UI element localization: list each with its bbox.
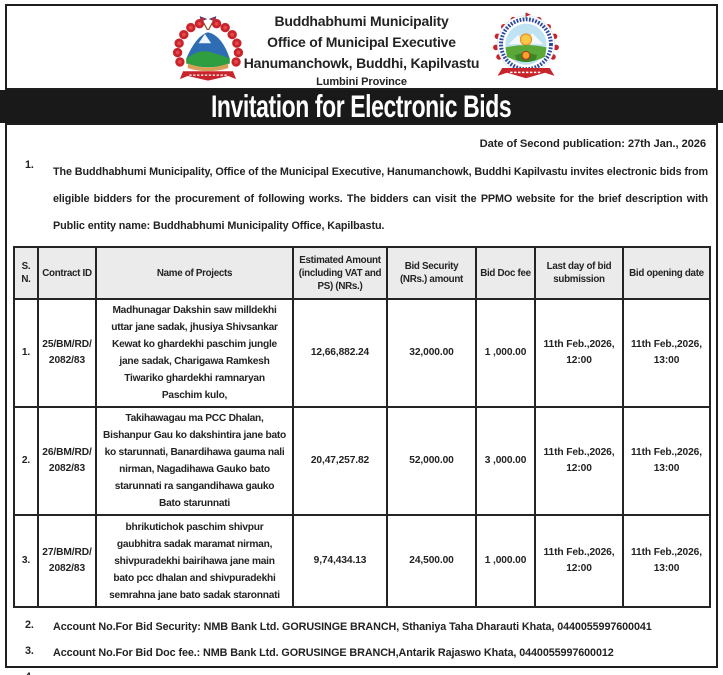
org-office: Office of Municipal Executive bbox=[267, 34, 456, 50]
note-holiday-rule: 4. If the last date of purchasing and /o… bbox=[13, 671, 710, 675]
publication-date: Date of Second publication: 27th Jan., 2… bbox=[479, 138, 706, 150]
cell-sn: 1. bbox=[13, 298, 39, 408]
document-header: Buddhabhumi Municipality Office of Munic… bbox=[5, 4, 718, 90]
cell-contract-id: 26/BM/RD/ 2082/83 bbox=[37, 406, 97, 516]
cell-bid-security: 24,500.00 bbox=[386, 514, 477, 608]
org-name: Buddhabhumi Municipality bbox=[274, 13, 449, 29]
col-header-last-day: Last day of bid submission bbox=[534, 246, 624, 300]
cell-last-day: 11th Feb.,2026, 12:00 bbox=[534, 406, 624, 516]
page-title: Invitation for Electronic Bids bbox=[211, 90, 512, 123]
cell-project-name: bhrikutichok paschim shivpur gaubhitra s… bbox=[95, 514, 294, 608]
cell-bid-security: 52,000.00 bbox=[386, 406, 477, 516]
cell-last-day: 11th Feb.,2026, 12:00 bbox=[534, 298, 624, 408]
cell-opening-date: 11th Feb.,2026, 13:00 bbox=[622, 406, 711, 516]
col-header-project-name: Name of Projects bbox=[95, 246, 294, 300]
cell-contract-id: 25/BM/RD/ 2082/83 bbox=[37, 298, 97, 408]
intro-number: 1. bbox=[25, 159, 34, 171]
title-banner: Invitation for Electronic Bids bbox=[0, 90, 723, 123]
cell-opening-date: 11th Feb.,2026, 13:00 bbox=[622, 514, 711, 608]
col-header-opening-date: Bid opening date bbox=[622, 246, 711, 300]
col-header-contract-id: Contract ID bbox=[37, 246, 97, 300]
nepal-emblem-logo bbox=[169, 13, 247, 94]
cell-bid-doc-fee: 1 ,000.00 bbox=[475, 298, 536, 408]
cell-bid-doc-fee: 3 ,000.00 bbox=[475, 406, 536, 516]
cell-estimated-amount: 12,66,882.24 bbox=[292, 298, 388, 408]
municipality-logo bbox=[486, 11, 566, 92]
document-body: Date of Second publication: 27th Jan., 2… bbox=[5, 123, 718, 675]
col-header-estimated-amount: Estimated Amount (including VAT and PS) … bbox=[292, 246, 388, 300]
table-row: 2. 26/BM/RD/ 2082/83 Takihawagau ma PCC … bbox=[13, 406, 711, 516]
cell-sn: 3. bbox=[13, 514, 39, 608]
cell-bid-security: 32,000.00 bbox=[386, 298, 477, 408]
table-header-row: S. N. Contract ID Name of Projects Estim… bbox=[13, 246, 711, 300]
cell-last-day: 11th Feb.,2026, 12:00 bbox=[534, 514, 624, 608]
col-header-bid-doc-fee: Bid Doc fee bbox=[475, 246, 536, 300]
org-province: Lumbini Province bbox=[316, 76, 407, 88]
cell-estimated-amount: 9,74,434.13 bbox=[292, 514, 388, 608]
cell-opening-date: 11th Feb.,2026, 13:00 bbox=[622, 298, 711, 408]
col-header-sn: S. N. bbox=[13, 246, 39, 300]
bids-table: S. N. Contract ID Name of Projects Estim… bbox=[13, 246, 711, 608]
cell-project-name: Madhunagar Dakshin saw milldekhi uttar j… bbox=[95, 298, 294, 408]
cell-project-name: Takihawagau ma PCC Dhalan, Bishanpur Gau… bbox=[95, 406, 294, 516]
table-row: 1. 25/BM/RD/ 2082/83 Madhunagar Dakshin … bbox=[13, 298, 711, 408]
intro-text: The Buddhabhumi Municipality, Office of … bbox=[53, 166, 708, 232]
cell-sn: 2. bbox=[13, 406, 39, 516]
note-bid-security-account: 2. Account No.For Bid Security: NMB Bank… bbox=[25, 619, 652, 633]
org-address: Hanumanchowk, Buddhi, Kapilvastu bbox=[243, 55, 480, 71]
col-header-bid-security: Bid Security (NRs.) amount bbox=[386, 246, 477, 300]
cell-bid-doc-fee: 1 ,000.00 bbox=[475, 514, 536, 608]
cell-estimated-amount: 20,47,257.82 bbox=[292, 406, 388, 516]
notes-section: 2. Account No.For Bid Security: NMB Bank… bbox=[13, 619, 710, 675]
header-org-block: Buddhabhumi Municipality Office of Munic… bbox=[7, 11, 716, 90]
note-bid-doc-fee-account: 3. Account No.For Bid Doc fee.: NMB Bank… bbox=[25, 645, 614, 659]
intro-paragraph: 1. The Buddhabhumi Municipality, Office … bbox=[13, 159, 710, 240]
table-row: 3. 27/BM/RD/ 2082/83 bhrikutichok paschi… bbox=[13, 514, 711, 608]
cell-contract-id: 27/BM/RD/ 2082/83 bbox=[37, 514, 97, 608]
